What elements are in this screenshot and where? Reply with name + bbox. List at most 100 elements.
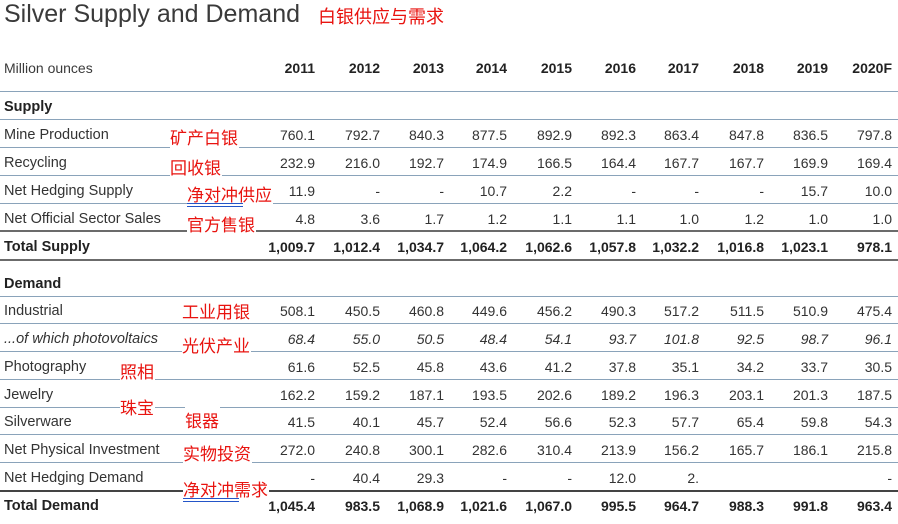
annotation-underline <box>187 203 243 204</box>
demand-row-cell: 45.7 <box>416 414 444 430</box>
demand-row-label: Photography <box>4 359 87 375</box>
supply-row-cell: 1.2 <box>487 211 507 227</box>
total-demand-cell: 995.5 <box>600 498 636 514</box>
annotation-cn: 矿产白银 <box>170 124 239 149</box>
year-header: 2017 <box>667 60 699 76</box>
demand-row-cell: 33.7 <box>800 359 828 375</box>
demand-row-label: Net Physical Investment <box>4 442 160 458</box>
demand-row-label: ...of which photovoltaics <box>4 331 158 347</box>
total-supply-cell: 1,009.7 <box>268 239 315 255</box>
supply-row-cell: 1.2 <box>744 211 764 227</box>
demand-row-cell: 475.4 <box>856 303 892 319</box>
supply-row-cell: 2.2 <box>552 183 572 199</box>
total-supply-cell: 978.1 <box>856 239 892 255</box>
row-divider <box>0 351 898 352</box>
total-demand-cell: 1,021.6 <box>460 498 507 514</box>
units-label: Million ounces <box>4 60 93 76</box>
demand-row-cell: 202.6 <box>536 387 572 403</box>
demand-row-cell: 29.3 <box>416 470 444 486</box>
demand-row-cell: 37.8 <box>608 359 636 375</box>
demand-row-cell: 43.6 <box>479 359 507 375</box>
supply-row-cell: 792.7 <box>344 127 380 143</box>
demand-row-cell: - <box>310 470 315 486</box>
annotation-cn: 照相 <box>120 358 155 383</box>
total-supply-cell: 1,032.2 <box>652 239 699 255</box>
demand-row-cell: 101.8 <box>663 331 699 347</box>
total-demand-cell: 964.7 <box>663 498 699 514</box>
supply-row-cell: 840.3 <box>408 127 444 143</box>
total-demand-cell: 983.5 <box>344 498 380 514</box>
total-demand-label: Total Demand <box>4 498 99 514</box>
supply-row-cell: 10.7 <box>479 183 507 199</box>
total-supply-cell: 1,016.8 <box>717 239 764 255</box>
demand-row-cell: 41.5 <box>287 414 315 430</box>
supply-row-cell: 166.5 <box>536 155 572 171</box>
demand-row-cell: 56.6 <box>544 414 572 430</box>
supply-row-cell: 169.4 <box>856 155 892 171</box>
demand-row-cell: 54.1 <box>544 331 572 347</box>
total-demand-cell: 988.3 <box>728 498 764 514</box>
demand-row-cell: 92.5 <box>736 331 764 347</box>
demand-row-cell: 156.2 <box>663 442 699 458</box>
demand-row-cell: 35.1 <box>671 359 699 375</box>
total-supply-label: Total Supply <box>4 239 90 255</box>
supply-row-cell: 847.8 <box>728 127 764 143</box>
demand-row-cell: 45.8 <box>416 359 444 375</box>
annotation-underline <box>183 498 239 499</box>
supply-row-label: Mine Production <box>4 127 109 143</box>
demand-row-cell: 52.4 <box>479 414 507 430</box>
year-header: 2014 <box>475 60 507 76</box>
demand-row-cell: 201.3 <box>792 387 828 403</box>
total-demand-cell: 991.8 <box>792 498 828 514</box>
supply-row-label: Net Hedging Supply <box>4 183 133 199</box>
demand-row-cell: 40.1 <box>352 414 380 430</box>
demand-row-cell: 165.7 <box>728 442 764 458</box>
demand-row-cell: - <box>567 470 572 486</box>
supply-row-cell: 192.7 <box>408 155 444 171</box>
demand-row-cell: 65.4 <box>736 414 764 430</box>
supply-row-cell: 877.5 <box>471 127 507 143</box>
supply-heading: Supply <box>4 99 53 115</box>
supply-row-cell: 232.9 <box>279 155 315 171</box>
demand-row-cell: 272.0 <box>279 442 315 458</box>
supply-row-cell: 863.4 <box>663 127 699 143</box>
annotation-cn: 净对冲需求 <box>183 476 269 501</box>
supply-row-cell: 892.3 <box>600 127 636 143</box>
demand-row-label: Silverware <box>4 414 72 430</box>
supply-row-label: Recycling <box>4 155 67 171</box>
demand-row-cell: 68.4 <box>287 331 315 347</box>
supply-row-cell: 797.8 <box>856 127 892 143</box>
demand-row-cell: 456.2 <box>536 303 572 319</box>
supply-row-cell: 15.7 <box>800 183 828 199</box>
annotation-cn: 光伏产业 <box>182 332 251 357</box>
row-divider <box>0 296 898 297</box>
supply-row-cell: 10.0 <box>864 183 892 199</box>
year-header: 2015 <box>540 60 572 76</box>
demand-row-cell: 510.9 <box>792 303 828 319</box>
demand-row-label: Jewelry <box>4 387 54 403</box>
supply-row-cell: - <box>759 183 764 199</box>
demand-row-cell: 50.5 <box>416 331 444 347</box>
demand-row-cell: 300.1 <box>408 442 444 458</box>
annotation-cn: 珠宝 <box>120 394 155 419</box>
supply-row-cell: 1.1 <box>616 211 636 227</box>
row-divider <box>0 203 898 204</box>
demand-row-cell: 203.1 <box>728 387 764 403</box>
annotation-underline <box>187 206 243 207</box>
row-divider <box>0 175 898 176</box>
year-header: 2011 <box>284 60 315 76</box>
demand-row-cell: 93.7 <box>608 331 636 347</box>
year-header: 2012 <box>348 60 380 76</box>
page-title-translation: 白银供应与需求 <box>318 7 444 28</box>
demand-row-cell: 55.0 <box>352 331 380 347</box>
total-supply-cell: 1,057.8 <box>589 239 636 255</box>
demand-row-cell: 449.6 <box>471 303 507 319</box>
demand-row-cell: 187.5 <box>856 387 892 403</box>
year-header: 2019 <box>796 60 828 76</box>
demand-row-cell: 61.6 <box>287 359 315 375</box>
annotation-cn: 回收银 <box>170 154 222 179</box>
supply-row-cell: 11.9 <box>288 183 315 199</box>
year-header: 2013 <box>412 60 444 76</box>
demand-row-cell: 48.4 <box>479 331 507 347</box>
year-header: 2020F <box>852 60 892 76</box>
